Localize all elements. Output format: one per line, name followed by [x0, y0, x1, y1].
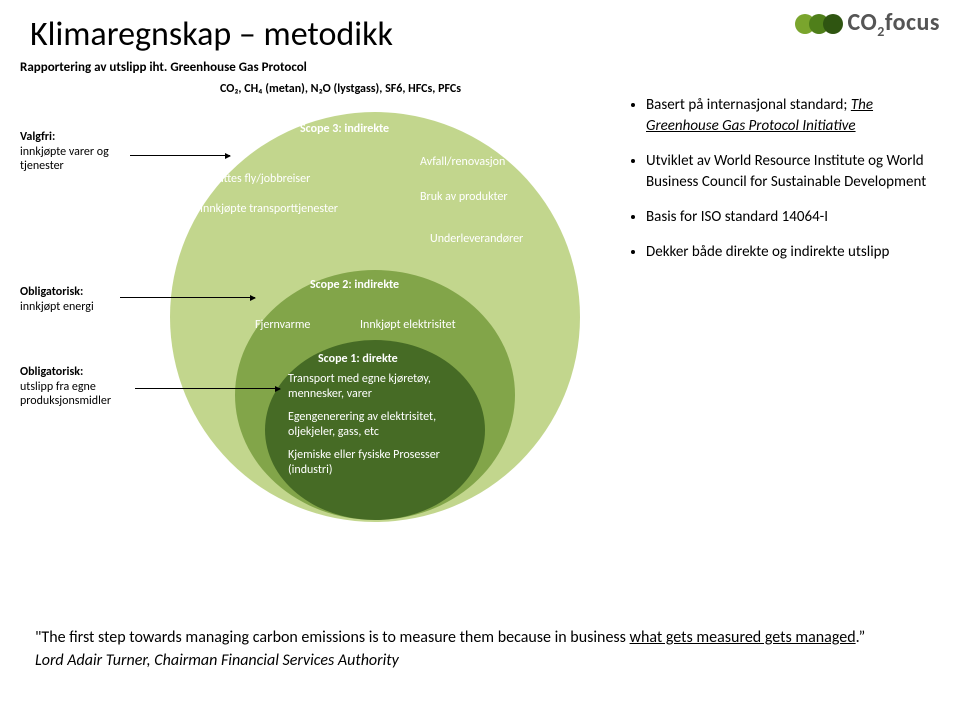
bullet-1: Basert på internasjonal standard; The Gr… [646, 95, 930, 137]
scope3-avfall: Avfall/renovasjon [420, 155, 505, 170]
scope3-ansatte: Ansattes fly/jobbreiser [200, 172, 310, 187]
slide: Klimaregnskap – metodikk CO2focus Rappor… [0, 0, 960, 702]
arrow-oblig1 [120, 297, 255, 298]
bullet-4: Dekker både direkte og indirekte utslipp [646, 242, 930, 263]
quote-underline: what gets measured gets managed [630, 628, 856, 647]
scope2-fjern: Fjernvarme [255, 318, 310, 333]
bullet-3: Basis for ISO standard 14064-I [646, 207, 930, 228]
oblig1-head: Obligatorisk: [20, 285, 83, 299]
valgfri-body: innkjøpte varer og tjenester [20, 145, 130, 174]
quote-attr: Lord Adair Turner, Chairman Financial Se… [35, 651, 399, 670]
scope-diagram: Rapportering av utslipp iht. Greenhouse … [20, 60, 630, 520]
dia-gases: CO₂, CH₄ (metan), N₂O (lystgass), SF6, H… [220, 82, 461, 96]
logo-ball-3 [823, 14, 843, 34]
quote-text: "The first step towards managing carbon … [35, 628, 630, 647]
logo-balls [795, 14, 843, 34]
logo-text: CO2focus [847, 8, 940, 40]
scope3-bruk: Bruk av produkter [420, 190, 508, 205]
logo: CO2focus [795, 8, 940, 40]
dia-report-heading: Rapportering av utslipp iht. Greenhouse … [20, 60, 307, 76]
scope2-head: Scope 2: indirekte [310, 278, 399, 293]
oblig2-body: utslipp fra egne produksjonsmidler [20, 380, 135, 409]
scope3-underlev: Underleverandører [430, 232, 523, 247]
valgfri-head: Valgfri: [20, 130, 55, 144]
page-title: Klimaregnskap – metodikk [30, 14, 393, 55]
quote: "The first step towards managing carbon … [35, 627, 915, 672]
logo-focus: focus [885, 8, 940, 37]
bullet-2: Utviklet av World Resource Institute og … [646, 151, 930, 193]
side-bullets: Basert på internasjonal standard; The Gr… [630, 95, 930, 277]
oblig2-head: Obligatorisk: [20, 365, 83, 379]
logo-sub: 2 [877, 23, 885, 40]
scope1-egen: Egengenerering av elektrisitet, oljekjel… [288, 410, 473, 440]
arrow-valgfri [130, 155, 230, 156]
scope1-head: Scope 1: direkte [318, 352, 398, 367]
quote-end: .” [856, 628, 866, 647]
logo-co: CO [847, 8, 877, 37]
scope1-kjem: Kjemiske eller fysiske Prosesser (indust… [288, 448, 448, 478]
scope1-trans: Transport med egne kjøretøy, mennesker, … [288, 372, 463, 402]
arrow-oblig2 [135, 388, 280, 389]
oblig1-body: innkjøpt energi [20, 300, 130, 314]
scope3-innkjopt: Innkjøpte transporttjenester [200, 202, 338, 217]
b1a: Basert på internasjonal standard; [646, 96, 851, 114]
scope3-head: Scope 3: indirekte [300, 122, 389, 137]
scope2-elk: Innkjøpt elektrisitet [360, 318, 456, 333]
